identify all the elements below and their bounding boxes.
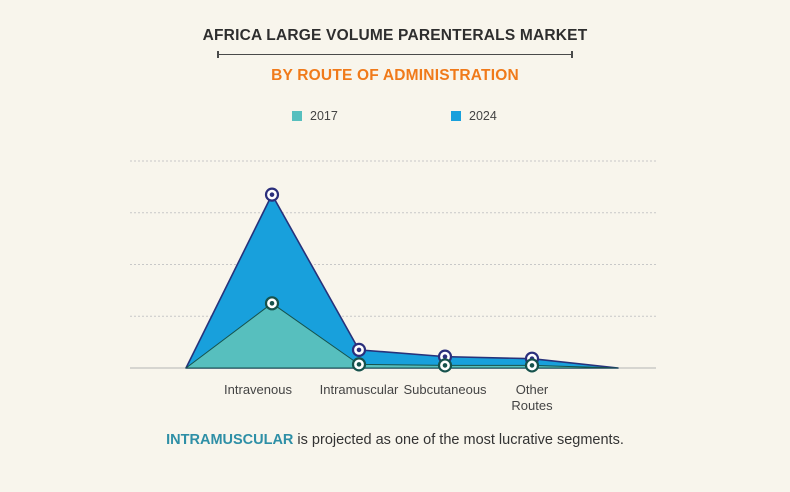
chart-subtitle: BY ROUTE OF ADMINISTRATION bbox=[271, 67, 519, 84]
marker-2017-1-center bbox=[356, 362, 362, 367]
marker-2017-2-center bbox=[442, 363, 448, 368]
footer-note: INTRAMUSCULAR is projected as one of the… bbox=[0, 432, 790, 448]
title-underline-cap-right bbox=[571, 51, 573, 58]
footer-highlight: INTRAMUSCULAR bbox=[166, 432, 294, 448]
x-tick-label: Intramuscular bbox=[320, 382, 399, 397]
footer-text: is projected as one of the most lucrativ… bbox=[293, 432, 624, 448]
marker-2024-1-center bbox=[356, 347, 362, 353]
marker-2017-0-center bbox=[269, 301, 275, 306]
marker-2024-0-center bbox=[269, 192, 275, 197]
title-underline bbox=[218, 54, 572, 55]
title-underline-cap-left bbox=[217, 51, 219, 58]
chart-title: AFRICA LARGE VOLUME PARENTERALS MARKET bbox=[202, 27, 588, 44]
marker-2024-2-center bbox=[442, 354, 448, 359]
legend-label-2024: 2024 bbox=[469, 109, 497, 123]
chart-legend: 2017 2024 bbox=[0, 109, 790, 127]
marker-2017-3-center bbox=[529, 363, 535, 368]
legend-item-2024: 2024 bbox=[451, 109, 497, 123]
x-tick-label: Subcutaneous bbox=[403, 382, 487, 397]
legend-label-2017: 2017 bbox=[310, 109, 338, 123]
x-tick-label: Other Routes bbox=[511, 382, 553, 413]
legend-swatch-2024 bbox=[451, 111, 461, 121]
legend-swatch-2017 bbox=[292, 111, 302, 121]
x-tick-label: Intravenous bbox=[224, 382, 292, 397]
area-chart: Intravenous Intramuscular Subcutaneous Othe… bbox=[130, 160, 656, 413]
legend-item-2017: 2017 bbox=[292, 109, 338, 123]
